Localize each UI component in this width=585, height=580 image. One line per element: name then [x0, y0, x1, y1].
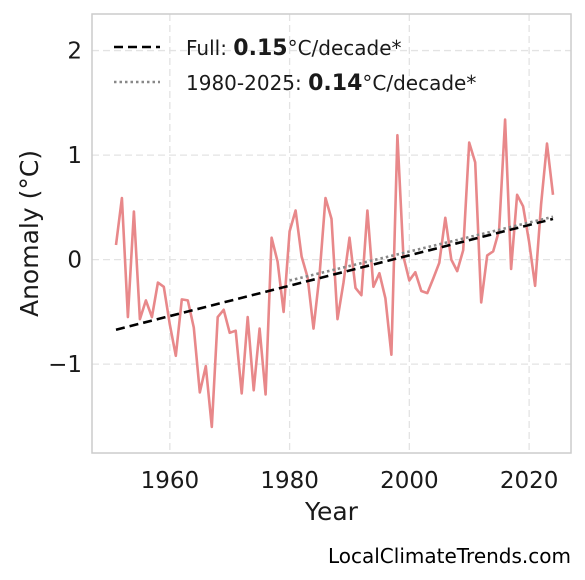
grid [92, 14, 571, 453]
x-tick-label: 1960 [141, 468, 200, 494]
x-tick-label: 2000 [380, 468, 439, 494]
x-axis-label: Year [304, 497, 359, 526]
x-tick-label: 2020 [500, 468, 559, 494]
legend: Full: 0.15°C/decade* 1980-2025: 0.14°C/de… [114, 36, 476, 96]
legend-entry: 1980-2025: 0.14°C/decade* [186, 71, 476, 96]
x-tick-label: 1980 [260, 468, 319, 494]
x-tick-labels: 1960 1980 2000 2020 [141, 468, 559, 494]
series-layer [114, 118, 555, 429]
credit-text: LocalClimateTrends.com [327, 544, 571, 568]
y-tick-label: −1 [48, 352, 82, 378]
y-tick-label: 1 [67, 143, 82, 169]
recent-trend-line [289, 215, 554, 282]
plot-frame [91, 13, 572, 454]
y-axis-label: Anomaly (°C) [15, 150, 44, 317]
legend-entry: Full: 0.15°C/decade* [186, 36, 402, 61]
y-tick-labels: −1 0 1 2 [48, 39, 82, 379]
y-tick-label: 0 [67, 248, 82, 274]
y-tick-label: 2 [67, 39, 82, 65]
full-trend-line [115, 217, 554, 331]
